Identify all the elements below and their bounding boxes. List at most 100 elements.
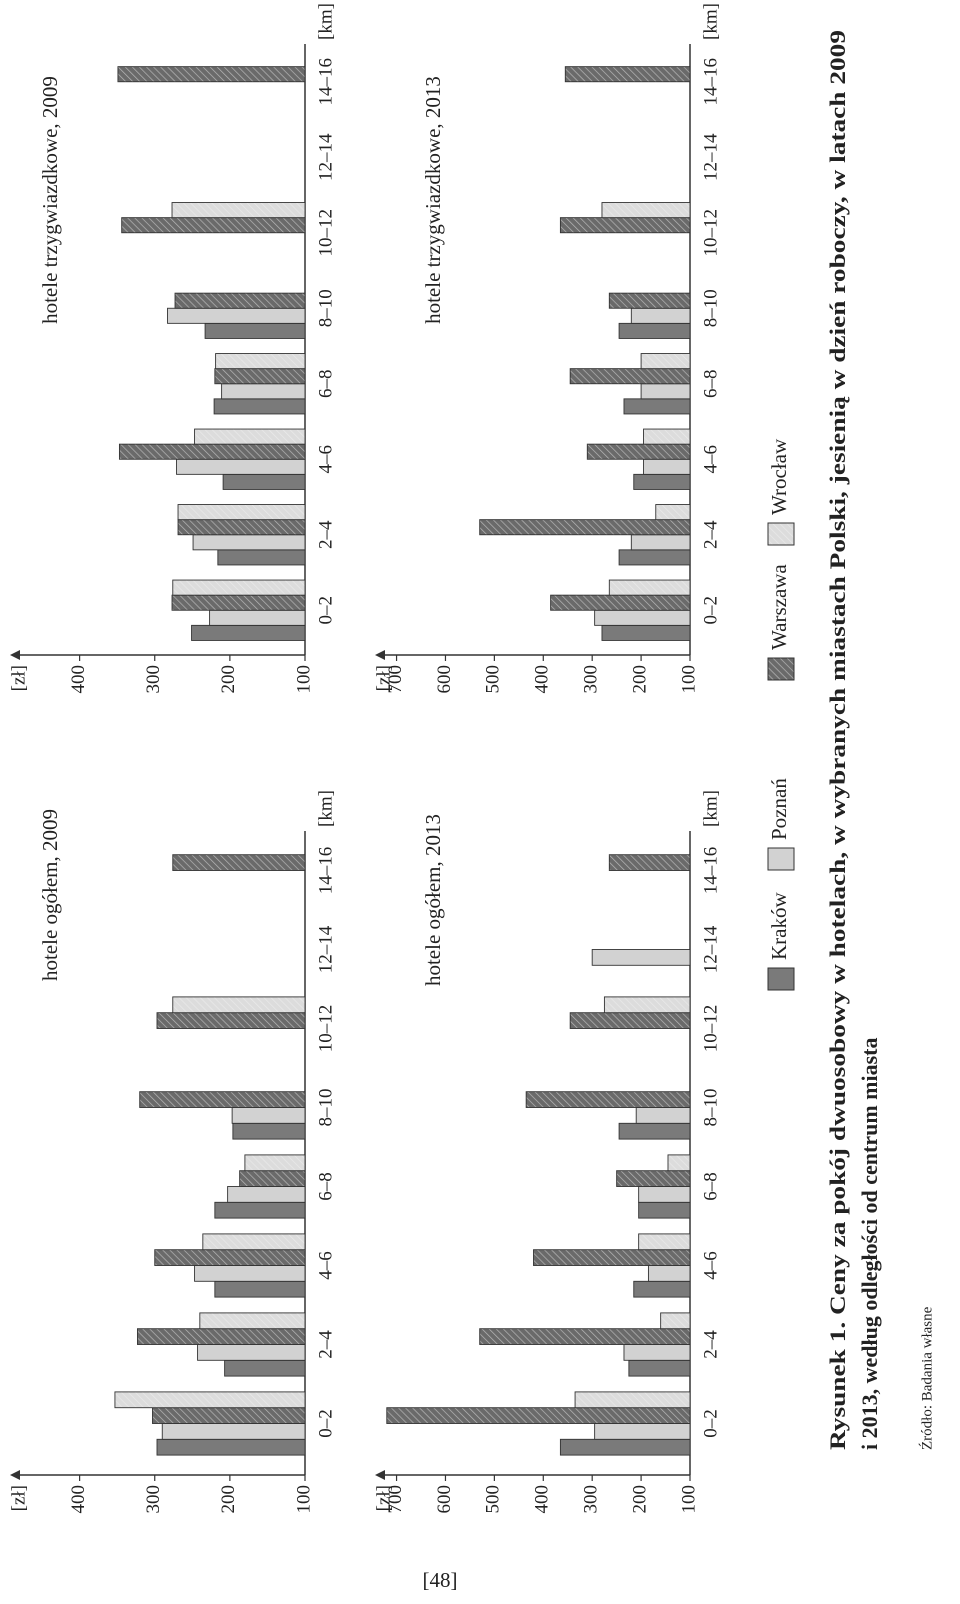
- bar: [232, 1122, 306, 1140]
- x-tick-label: 0–2: [700, 1409, 721, 1438]
- bar: [660, 1312, 691, 1330]
- y-axis-label: [zł]: [373, 665, 394, 691]
- bar: [244, 1154, 306, 1172]
- bar: [630, 307, 691, 324]
- y-axis-label: [zł]: [373, 1485, 394, 1511]
- bar: [199, 1312, 306, 1330]
- bar: [594, 609, 691, 626]
- bar: [171, 594, 306, 611]
- bar: [167, 307, 306, 324]
- bar: [586, 443, 691, 460]
- bar: [643, 458, 691, 475]
- bar: [616, 1170, 691, 1187]
- x-tick-label: 2–4: [700, 520, 721, 549]
- x-tick-label: 4–6: [315, 445, 336, 474]
- bar: [154, 1249, 306, 1266]
- legend-label: Poznań: [767, 778, 791, 840]
- bar: [224, 1359, 306, 1377]
- bar: [559, 217, 691, 234]
- bar: [386, 1407, 691, 1424]
- x-tick-label: 4–6: [700, 1251, 721, 1280]
- bar: [121, 217, 306, 234]
- bar: [215, 353, 306, 370]
- bar: [594, 1423, 691, 1440]
- y-axis-label: [zł]: [8, 1485, 29, 1511]
- bar: [191, 624, 306, 641]
- legend-swatch: [767, 967, 795, 991]
- bar: [647, 1265, 691, 1282]
- bar: [638, 1186, 691, 1203]
- x-axis-label: [km]: [315, 790, 336, 827]
- bar: [214, 1280, 306, 1298]
- y-tick-label: 600: [434, 1485, 455, 1514]
- y-tick-label: 300: [581, 665, 602, 694]
- bar: [197, 1344, 306, 1361]
- bar: [623, 1344, 691, 1361]
- legend-swatch: [767, 522, 795, 546]
- y-tick-label: 400: [532, 665, 553, 694]
- bar: [177, 519, 306, 536]
- bar: [655, 504, 691, 521]
- rotated-content: Rysunek 1. Ceny za pokój dwuosobowy w ho…: [8, 3, 935, 1513]
- bar: [222, 473, 306, 490]
- bar: [608, 579, 691, 596]
- x-tick-label: 12–14: [700, 133, 721, 181]
- bar: [152, 1407, 306, 1424]
- x-tick-label: 2–4: [315, 1330, 336, 1359]
- bar: [117, 66, 306, 83]
- x-tick-label: 10–12: [315, 209, 336, 257]
- x-tick-label: 12–14: [315, 925, 336, 973]
- bar: [194, 1265, 306, 1282]
- x-tick-label: 10–12: [700, 209, 721, 257]
- x-tick-label: 2–4: [700, 1330, 721, 1359]
- chart-title: hotele ogółem, 2009: [38, 809, 62, 981]
- bar: [156, 1438, 306, 1456]
- bar: [137, 1328, 306, 1345]
- legend-label: Wrocław: [767, 438, 791, 515]
- chart-title: hotele ogółem, 2013: [421, 814, 445, 986]
- bar: [239, 1170, 306, 1187]
- bar: [192, 534, 306, 551]
- y-tick-label: 100: [678, 1485, 699, 1514]
- y-tick-label: 200: [629, 665, 650, 694]
- bar: [204, 322, 306, 339]
- bar: [171, 202, 306, 219]
- bar: [114, 1391, 306, 1409]
- y-tick-label: 600: [434, 665, 455, 694]
- bar: [156, 1012, 306, 1029]
- x-axis-label: [km]: [700, 790, 721, 827]
- bar: [177, 504, 306, 521]
- bar: [174, 292, 306, 309]
- y-tick-label: 200: [629, 1485, 650, 1514]
- bar: [217, 549, 306, 566]
- y-axis-arrow: [10, 650, 20, 660]
- bar: [559, 1438, 691, 1456]
- y-tick-label: 400: [532, 1485, 553, 1514]
- bar: [214, 368, 306, 385]
- bar: [214, 1201, 306, 1219]
- bar: [118, 443, 306, 460]
- bar: [194, 428, 306, 445]
- bar: [221, 383, 306, 400]
- bar: [643, 428, 691, 445]
- x-tick-label: 0–2: [700, 596, 721, 625]
- bar: [603, 996, 691, 1014]
- y-axis-arrow: [375, 650, 385, 660]
- x-tick-label: 4–6: [700, 445, 721, 474]
- legend-swatch: [767, 847, 795, 871]
- bar: [479, 519, 691, 536]
- x-axis-label: [km]: [700, 3, 721, 40]
- bar: [630, 534, 691, 551]
- x-tick-label: 0–2: [315, 596, 336, 625]
- bar: [574, 1391, 691, 1409]
- bar: [213, 398, 306, 415]
- bar: [479, 1328, 691, 1345]
- bar: [638, 1233, 691, 1251]
- bar: [591, 949, 691, 966]
- bar: [172, 854, 306, 871]
- bar: [601, 202, 691, 219]
- bar: [608, 292, 691, 309]
- x-tick-label: 6–8: [315, 370, 336, 399]
- y-tick-label: 300: [143, 1485, 164, 1514]
